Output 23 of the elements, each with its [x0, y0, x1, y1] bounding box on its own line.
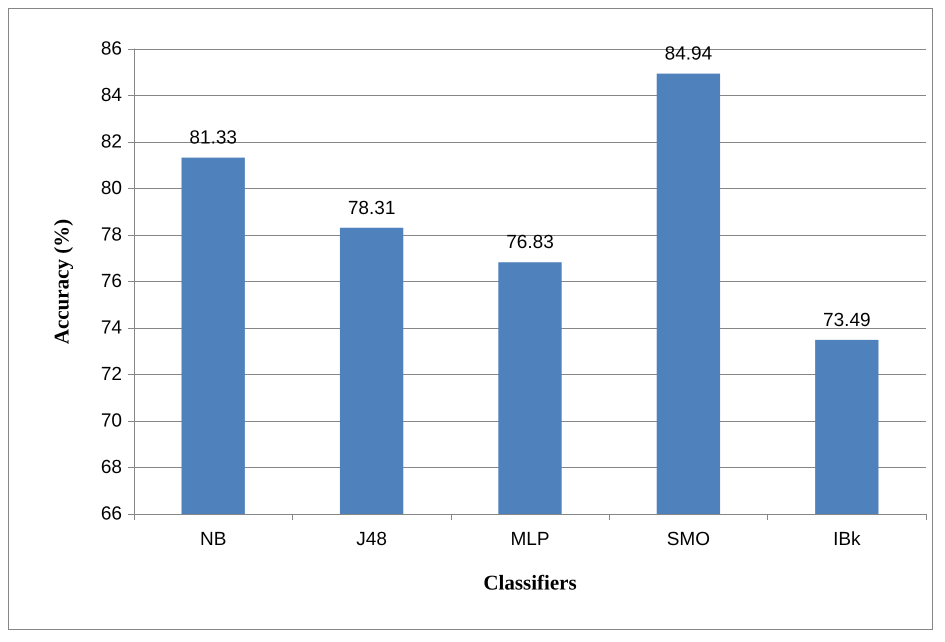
y-tick-label: 80	[100, 178, 122, 199]
x-tick-label: MLP	[510, 529, 550, 550]
y-tick-label: 84	[100, 85, 122, 106]
x-tick-label: J48	[356, 529, 387, 550]
data-label: 73.49	[823, 310, 871, 331]
y-tick-label: 70	[100, 410, 122, 432]
y-axis-title: Accuracy (%)	[50, 218, 74, 344]
data-label: 81.33	[189, 128, 237, 149]
x-tick-label: SMO	[666, 529, 710, 550]
y-tick-label: 68	[100, 457, 122, 478]
y-tick-label: 76	[100, 271, 122, 292]
data-label: 84.94	[664, 44, 713, 65]
y-tick-label: 82	[100, 132, 122, 152]
x-tick-label: NB	[200, 529, 226, 550]
y-tick-label: 72	[100, 364, 122, 385]
x-tick-label: IBk	[833, 529, 862, 550]
data-label: 76.83	[506, 232, 554, 254]
data-label: 78.31	[348, 198, 396, 219]
y-tick-label: 74	[100, 318, 122, 338]
y-tick-label: 66	[100, 504, 122, 524]
x-axis-title: Classifiers	[483, 570, 577, 594]
y-tick-label: 86	[100, 38, 122, 60]
y-tick-label: 78	[100, 224, 122, 246]
